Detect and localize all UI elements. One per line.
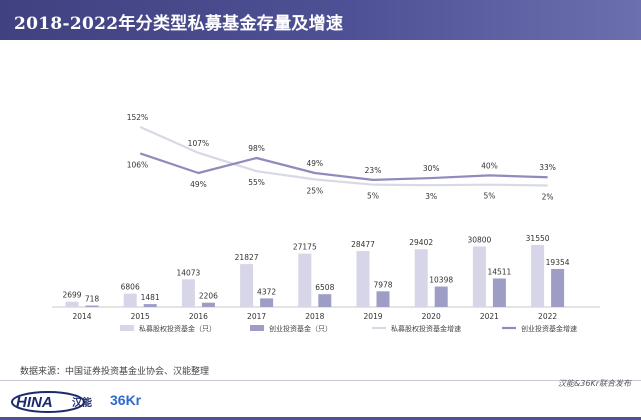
bar-vc: [201, 302, 215, 307]
line-vc-growth: [139, 152, 548, 181]
growth-label-equity: 2%: [542, 192, 554, 201]
legend-swatch-equity: [120, 325, 134, 331]
bar-equity: [181, 279, 195, 307]
bar-equity: [123, 293, 137, 307]
bar-equity: [298, 253, 312, 307]
x-tick-label: 2017: [247, 312, 266, 321]
growth-label-vc: 106%: [127, 160, 148, 169]
x-tick-label: 2016: [189, 312, 208, 321]
legend-label: 私募股权投资基金（只）: [139, 324, 216, 333]
36kr-logo: 36Kr: [110, 392, 142, 408]
growth-label-vc: 98%: [248, 144, 265, 153]
footer-bar: [0, 417, 641, 420]
bar-equity: [240, 264, 254, 307]
bar-label-vc: 1481: [141, 293, 160, 302]
publish-note: 汉能&36Kr联合发布: [558, 379, 631, 388]
growth-label-equity: 55%: [248, 178, 265, 187]
bar-vc: [492, 278, 506, 307]
page-title: 2018-2022年分类型私募基金存量及增速: [14, 14, 344, 34]
bar-label-vc: 19354: [546, 258, 570, 267]
svg-text:汉能: 汉能: [72, 396, 92, 409]
x-tick-label: 2015: [131, 312, 150, 321]
line-equity-growth: [139, 125, 548, 187]
bar-label-vc: 10398: [429, 276, 453, 285]
hina-logo: HINA 汉能: [11, 391, 92, 413]
bar-label-vc: 6508: [315, 283, 334, 292]
growth-label-vc: 49%: [190, 180, 207, 189]
bar-label-vc: 2206: [199, 292, 218, 301]
bar-label-equity: 6806: [121, 283, 140, 292]
growth-label-equity: 25%: [306, 186, 323, 195]
bar-vc: [143, 304, 157, 307]
bar-label-equity: 31550: [526, 234, 550, 243]
growth-label-equity: 3%: [425, 192, 437, 201]
growth-label-vc: 40%: [481, 161, 498, 170]
footer-divider: [0, 380, 641, 381]
x-tick-label: 2019: [363, 312, 382, 321]
x-tick-label: 2014: [72, 312, 91, 321]
growth-label-equity: 5%: [367, 192, 379, 201]
x-tick-label: 2018: [305, 312, 324, 321]
bar-label-vc: 4372: [257, 287, 276, 296]
x-tick-label: 2022: [538, 312, 557, 321]
bar-label-vc: 7978: [373, 280, 392, 289]
bar-equity: [414, 249, 428, 307]
bar-vc: [434, 286, 448, 307]
growth-label-vc: 23%: [365, 166, 382, 175]
bar-equity: [531, 245, 545, 307]
growth-label-equity: 5%: [483, 192, 495, 201]
x-tick-label: 2020: [422, 312, 441, 321]
svg-text:HINA: HINA: [16, 394, 53, 411]
bar-label-vc: 718: [85, 295, 100, 304]
header-bar: [0, 0, 641, 40]
x-tick-label: 2021: [480, 312, 499, 321]
bar-label-equity: 2699: [62, 291, 81, 300]
bar-equity: [472, 246, 486, 307]
bar-equity: [65, 301, 79, 307]
source-note: 数据来源：中国证券投资基金业协会、汉能整理: [20, 367, 210, 377]
bar-vc: [551, 268, 565, 307]
bar-equity: [356, 251, 370, 307]
bar-label-equity: 28477: [351, 240, 375, 249]
bar-label-equity: 30800: [467, 235, 491, 244]
growth-label-vc: 30%: [423, 164, 440, 173]
growth-label-equity: 152%: [127, 113, 148, 122]
bar-label-equity: 14073: [176, 268, 200, 277]
growth-label-vc: 49%: [306, 159, 323, 168]
growth-label-vc: 33%: [539, 163, 556, 172]
bar-label-equity: 21827: [235, 253, 259, 262]
bar-vc: [260, 298, 274, 307]
legend-label: 私募股权投资基金增速: [391, 324, 461, 333]
legend-swatch-vc: [250, 325, 264, 331]
bar-vc: [376, 291, 390, 307]
svg-text:36Kr: 36Kr: [110, 392, 142, 408]
bar-label-vc: 14511: [487, 267, 511, 276]
bar-vc: [318, 294, 332, 307]
bar-label-equity: 29402: [409, 238, 433, 247]
bar-vc: [85, 305, 99, 307]
growth-label-equity: 107%: [188, 139, 209, 148]
bar-label-equity: 27175: [293, 243, 317, 252]
legend-label: 创业投资基金（只）: [269, 324, 332, 333]
legend-label: 创业投资基金增速: [521, 324, 577, 333]
